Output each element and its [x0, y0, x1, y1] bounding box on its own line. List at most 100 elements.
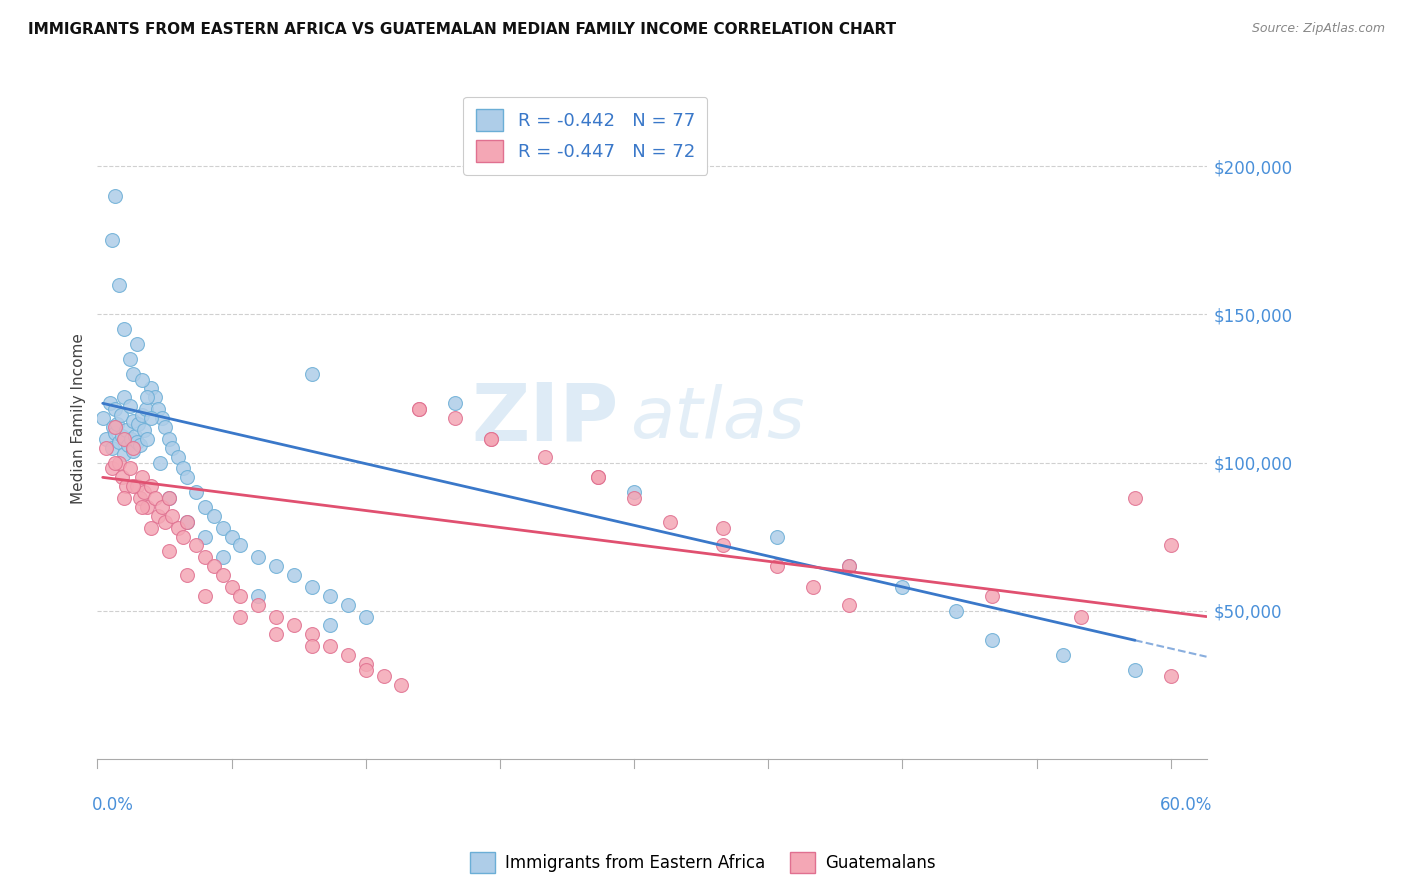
Point — [157, 491, 180, 505]
Point — [766, 530, 789, 544]
Point — [980, 633, 1002, 648]
Point — [211, 521, 233, 535]
Point — [112, 322, 135, 336]
Point — [150, 411, 173, 425]
Point — [136, 500, 159, 514]
Point — [125, 479, 148, 493]
Point — [112, 432, 135, 446]
Point — [354, 657, 377, 671]
Point — [162, 441, 184, 455]
Point — [162, 508, 184, 523]
Point — [131, 470, 153, 484]
Point — [104, 189, 127, 203]
Point — [1123, 663, 1146, 677]
Point — [444, 411, 467, 425]
Point — [118, 351, 141, 366]
Point — [391, 678, 413, 692]
Point — [115, 479, 138, 493]
Point — [588, 470, 610, 484]
Point — [110, 408, 132, 422]
Point — [264, 609, 287, 624]
Point — [143, 491, 166, 505]
Point — [115, 423, 138, 437]
Point — [112, 390, 135, 404]
Point — [194, 589, 217, 603]
Point — [408, 402, 430, 417]
Point — [211, 568, 233, 582]
Point — [319, 639, 342, 653]
Point — [408, 402, 430, 417]
Point — [588, 470, 610, 484]
Point — [184, 485, 207, 500]
Point — [283, 618, 305, 632]
Point — [132, 423, 155, 437]
Point — [148, 402, 170, 417]
Point — [139, 382, 162, 396]
Point — [120, 432, 142, 446]
Point — [131, 500, 153, 514]
Point — [108, 277, 131, 292]
Point — [980, 589, 1002, 603]
Point — [118, 461, 141, 475]
Text: ZIP: ZIP — [471, 379, 619, 457]
Point — [533, 450, 555, 464]
Point — [801, 580, 824, 594]
Point — [247, 589, 270, 603]
Point — [129, 491, 152, 505]
Point — [122, 414, 145, 428]
Point — [100, 441, 122, 455]
Point — [149, 456, 172, 470]
Point — [373, 669, 395, 683]
Point — [623, 485, 645, 500]
Point — [444, 396, 467, 410]
Point — [176, 515, 198, 529]
Point — [96, 441, 118, 455]
Point — [891, 580, 914, 594]
Point — [184, 539, 207, 553]
Point — [117, 438, 139, 452]
Point — [125, 337, 148, 351]
Point — [136, 390, 159, 404]
Point — [157, 544, 180, 558]
Point — [354, 609, 377, 624]
Point — [838, 559, 860, 574]
Point — [194, 530, 217, 544]
Text: 0.0%: 0.0% — [91, 797, 134, 814]
Text: 60.0%: 60.0% — [1160, 797, 1212, 814]
Point — [125, 434, 148, 449]
Point — [945, 604, 967, 618]
Y-axis label: Median Family Income: Median Family Income — [72, 333, 86, 504]
Legend: R = -0.442   N = 77, R = -0.447   N = 72: R = -0.442 N = 77, R = -0.447 N = 72 — [464, 96, 707, 175]
Point — [122, 443, 145, 458]
Point — [713, 539, 735, 553]
Point — [176, 515, 198, 529]
Point — [479, 432, 502, 446]
Text: IMMIGRANTS FROM EASTERN AFRICA VS GUATEMALAN MEDIAN FAMILY INCOME CORRELATION CH: IMMIGRANTS FROM EASTERN AFRICA VS GUATEM… — [28, 22, 896, 37]
Point — [122, 441, 145, 455]
Text: Source: ZipAtlas.com: Source: ZipAtlas.com — [1251, 22, 1385, 36]
Point — [112, 491, 135, 505]
Point — [1052, 648, 1074, 662]
Point — [122, 367, 145, 381]
Point — [247, 550, 270, 565]
Point — [124, 429, 146, 443]
Point — [301, 627, 323, 641]
Point — [479, 432, 502, 446]
Point — [139, 521, 162, 535]
Point — [105, 417, 128, 431]
Point — [336, 598, 359, 612]
Point — [221, 530, 243, 544]
Point — [132, 485, 155, 500]
Point — [108, 456, 131, 470]
Legend: Immigrants from Eastern Africa, Guatemalans: Immigrants from Eastern Africa, Guatemal… — [464, 846, 942, 880]
Point — [139, 479, 162, 493]
Point — [283, 568, 305, 582]
Point — [658, 515, 681, 529]
Point — [129, 438, 152, 452]
Point — [229, 539, 252, 553]
Point — [264, 627, 287, 641]
Point — [131, 373, 153, 387]
Point — [336, 648, 359, 662]
Point — [319, 618, 342, 632]
Point — [150, 500, 173, 514]
